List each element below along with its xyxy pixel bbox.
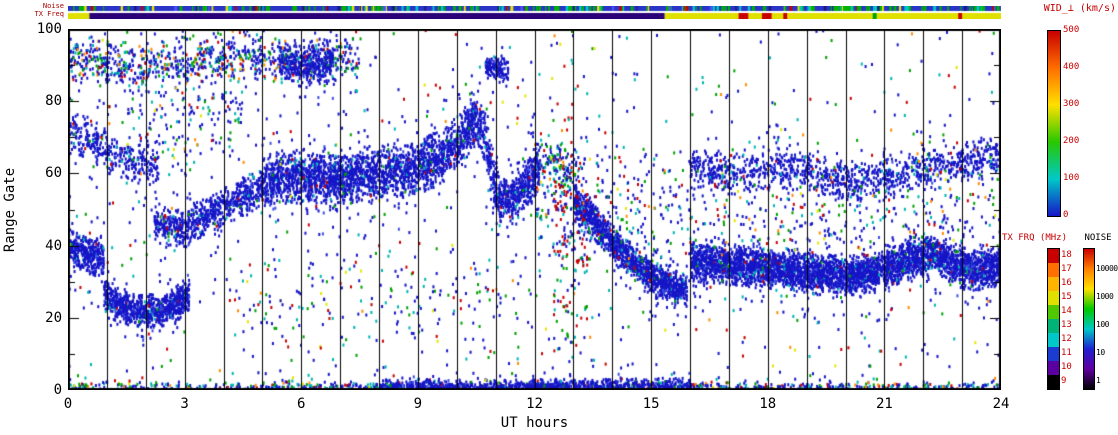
noise-tick-label: 100 <box>1096 319 1109 329</box>
status-strips <box>68 6 1001 19</box>
txfrq-colorbar-segment <box>1048 263 1059 277</box>
noise-tick-label: 1000 <box>1096 291 1114 301</box>
txfrq-tick-label: 11 <box>1061 348 1072 358</box>
txfrq-colorbar-segment <box>1048 305 1059 319</box>
y-tick-label: 80 <box>45 93 62 110</box>
txfrq-colorbar-segment <box>1048 375 1059 389</box>
txfrq-tick-label: 13 <box>1061 320 1072 330</box>
txfrq-tick-label: 15 <box>1061 292 1072 302</box>
wid-tick-label: 200 <box>1063 136 1080 146</box>
wid-tick-label: 0 <box>1063 210 1069 220</box>
y-tick-label: 0 <box>53 382 62 398</box>
y-tick-label: 100 <box>36 21 62 37</box>
x-tick-label: 3 <box>180 396 189 412</box>
x-tick-label: 21 <box>875 396 893 412</box>
txfrq-tick-label: 12 <box>1061 334 1072 344</box>
x-tick-label: 12 <box>526 396 543 412</box>
txfrq-tick-label: 16 <box>1061 278 1072 288</box>
wid-colorbar-title: WID_⊥ (km/s) <box>1043 3 1116 14</box>
y-tick-label: 40 <box>45 237 62 254</box>
txfrq-colorbar-segment <box>1048 361 1059 375</box>
noise-tick-label: 1 <box>1096 375 1101 385</box>
txfrq-colorbar-segment <box>1048 333 1059 347</box>
noise-colorbar <box>1083 248 1095 390</box>
txfrq-tick-label: 17 <box>1061 264 1072 274</box>
txfreq-strip-label: TX Freq <box>34 10 64 18</box>
txfrq-tick-label: 14 <box>1061 306 1072 316</box>
txfrq-colorbar-segment <box>1048 347 1059 361</box>
x-axis-title: UT hours <box>500 415 569 431</box>
txfrq-colorbar-segment <box>1048 277 1059 291</box>
noise-tick-label: 10 <box>1096 347 1105 357</box>
x-tick-label: 9 <box>413 396 423 412</box>
txfrq-tick-label: 18 <box>1061 250 1072 260</box>
x-tick-label: 6 <box>297 396 306 412</box>
noise-strip-label: Noise <box>42 2 64 10</box>
y-axis-title: Range Gate <box>2 167 18 253</box>
wid-tick-label: 100 <box>1063 173 1080 183</box>
x-tick-label: 15 <box>642 396 660 412</box>
y-tick-label: 60 <box>45 165 62 182</box>
txfrq-tick-label: 10 <box>1061 362 1072 372</box>
x-tick-label: 24 <box>992 396 1010 412</box>
wid-colorbar <box>1047 30 1061 217</box>
scatter-plot <box>68 29 1001 390</box>
txfrq-tick-label: 9 <box>1061 376 1067 386</box>
wid-tick-label: 300 <box>1063 99 1080 109</box>
wid-tick-label: 400 <box>1063 62 1080 72</box>
txfrq-colorbar-segment <box>1048 249 1059 263</box>
txfrq-colorbar <box>1047 248 1060 390</box>
noise-tick-label: 10000 <box>1096 263 1118 273</box>
wid-tick-label: 500 <box>1063 25 1080 35</box>
x-tick-label: 0 <box>63 396 73 412</box>
txfrq-colorbar-segment <box>1048 291 1059 305</box>
noise-colorbar-title: NOISE <box>1084 233 1112 243</box>
txfrq-colorbar-title: TX FRQ (MHz) <box>1002 233 1068 243</box>
x-tick-label: 18 <box>759 396 777 412</box>
txfrq-colorbar-segment <box>1048 319 1059 333</box>
y-tick-label: 20 <box>45 309 62 326</box>
